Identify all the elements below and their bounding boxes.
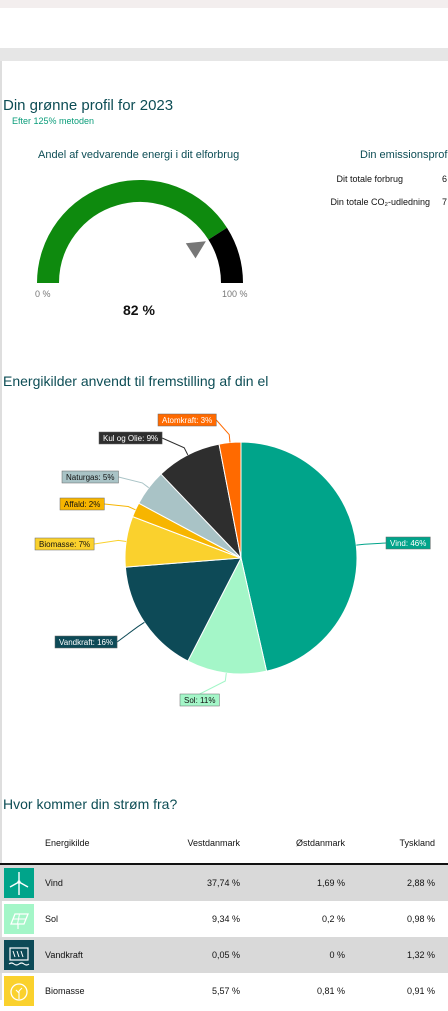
- emissions-row-label: Dit totale forbrug: [336, 174, 403, 184]
- pie-data-label: Biomasse: 7%: [39, 540, 90, 549]
- table-row: Vandkraft 0,05 % 0 % 1,32 %: [0, 937, 448, 973]
- pie-connector-line: [116, 621, 145, 643]
- pie-data-label: Vind: 46%: [390, 539, 426, 548]
- column-header-source: Energikilde: [45, 838, 90, 848]
- pie-label-box: [157, 413, 217, 427]
- pie-data-label: Affald: 2%: [64, 500, 100, 509]
- energy-pie-chart: Vind: 46% Sol: 11% Vandkraft: 16% Biomasse:…: [34, 413, 431, 707]
- pie-data-label: Sol: 11%: [184, 696, 215, 705]
- pie-slice-vandkraft: [124, 557, 242, 662]
- pie-label-box: [385, 536, 431, 550]
- emissions-title: Din emissionsprofil: [360, 149, 448, 161]
- profile-subtitle: Efter 125% metoden: [12, 116, 95, 126]
- pie-label-box: [61, 470, 119, 484]
- pie-connector-line: [161, 437, 189, 456]
- pie-slice-sol: [187, 556, 268, 675]
- row-west-value: 5,57 %: [211, 986, 240, 996]
- row-west-value: 0,05 %: [211, 950, 240, 960]
- emissions-row-value: 6: [442, 174, 448, 184]
- row-west-value: 37,74 %: [206, 878, 240, 888]
- emissions-row: Din totale CO₂-udledning: [180, 197, 430, 209]
- pie-connector-line: [94, 539, 127, 545]
- pie-connector-line: [118, 476, 149, 489]
- pie-label-box: [59, 497, 105, 511]
- pie-connector-line: [356, 542, 387, 546]
- energy-sources-title: Energikilder anvendt til fremstilling af…: [3, 373, 269, 389]
- pie-data-label: Naturgas: 5%: [66, 473, 114, 482]
- row-source-name: Biomasse: [45, 986, 85, 996]
- column-header-west: Vestdanmark: [187, 838, 240, 848]
- emissions-row-value: 7: [442, 197, 448, 207]
- wind-turbine-icon: [4, 868, 34, 898]
- emissions-row-label: Din totale CO₂-udledning: [330, 197, 430, 207]
- gauge-min-label: 0 %: [35, 289, 51, 299]
- row-germany-value: 2,88 %: [406, 878, 435, 888]
- column-header-germany: Tyskland: [399, 838, 435, 848]
- hydro-dam-icon: [4, 940, 34, 970]
- pie-connector-line: [215, 419, 231, 443]
- gauge-max-label: 100 %: [222, 289, 248, 299]
- row-source-name: Sol: [45, 914, 59, 924]
- pie-slice-vind: [240, 441, 358, 672]
- profile-title: Din grønne profil for 2023: [3, 97, 174, 114]
- pie-connector-line: [199, 673, 227, 695]
- pie-label-box: [54, 635, 118, 649]
- column-header-east: Østdanmark: [295, 838, 345, 848]
- row-east-value: 0,2 %: [321, 914, 345, 924]
- pie-connector-line: [104, 503, 136, 511]
- row-east-value: 1,69 %: [316, 878, 345, 888]
- gauge-pointer-icon: [185, 241, 206, 259]
- gauge-value: 82 %: [123, 302, 155, 318]
- pie-slice-atomkraft: [218, 441, 242, 559]
- row-source-name: Vandkraft: [45, 950, 83, 960]
- table-row: Biomasse 5,57 % 0,81 % 0,91 %: [0, 973, 448, 1009]
- card-border: [0, 61, 2, 1000]
- pie-data-label: Atomkraft: 3%: [162, 416, 212, 425]
- row-source-name: Vind: [45, 878, 63, 888]
- table-row: Vind 37,74 % 1,69 % 2,88 %: [0, 865, 448, 901]
- solar-panel-icon: [4, 904, 34, 934]
- row-germany-value: 1,32 %: [406, 950, 435, 960]
- emissions-row: Dit totale forbrug: [203, 174, 403, 186]
- where-title: Hvor kommer din strøm fra?: [3, 796, 178, 812]
- table-header-rule: [0, 863, 448, 865]
- pie-label-box: [98, 431, 163, 445]
- top-bar: [0, 0, 448, 8]
- pie-data-label: Kul og Olie: 9%: [103, 434, 158, 443]
- table-row: Sol 9,34 % 0,2 % 0,98 %: [0, 901, 448, 937]
- gauge-rest-arc: [208, 227, 243, 284]
- pie-label-box: [179, 693, 220, 707]
- section-divider: [0, 48, 448, 61]
- gauge-chart: [37, 180, 243, 284]
- row-east-value: 0,81 %: [316, 986, 345, 996]
- row-germany-value: 0,91 %: [406, 986, 435, 996]
- pie-data-label: Vandkraft: 16%: [59, 638, 113, 647]
- row-west-value: 9,34 %: [211, 914, 240, 924]
- gauge-title: Andel af vedvarende energi i dit elforbr…: [38, 149, 240, 161]
- pie-label-box: [34, 537, 95, 551]
- row-east-value: 0 %: [329, 950, 345, 960]
- gauge-renewable-arc: [37, 180, 227, 284]
- row-germany-value: 0,98 %: [406, 914, 435, 924]
- biomass-icon: [4, 976, 34, 1006]
